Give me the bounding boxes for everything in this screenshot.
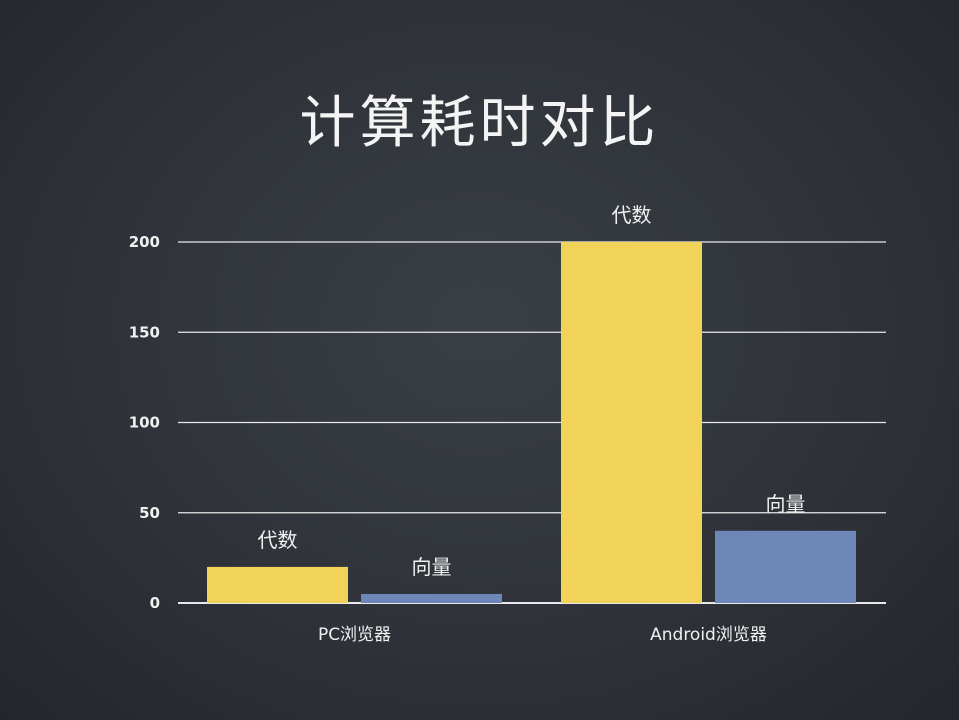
y-tick-label: 0: [150, 594, 160, 612]
bar: [361, 593, 502, 603]
x-category-label: PC浏览器: [318, 625, 391, 645]
y-tick-label: 50: [139, 504, 160, 522]
bar-label: 代数: [612, 203, 652, 227]
y-tick-label: 200: [129, 233, 160, 251]
bar-label: 代数: [258, 528, 298, 552]
bar-label: 向量: [412, 555, 452, 579]
bar-label: 向量: [766, 492, 806, 516]
bar: [207, 566, 348, 603]
y-tick-label: 100: [129, 414, 160, 432]
chart-title: 计算耗时对比: [299, 91, 660, 156]
bar: [561, 242, 702, 603]
y-tick-label: 150: [129, 323, 160, 341]
x-category-label: Android浏览器: [650, 625, 767, 645]
bar: [715, 530, 856, 603]
